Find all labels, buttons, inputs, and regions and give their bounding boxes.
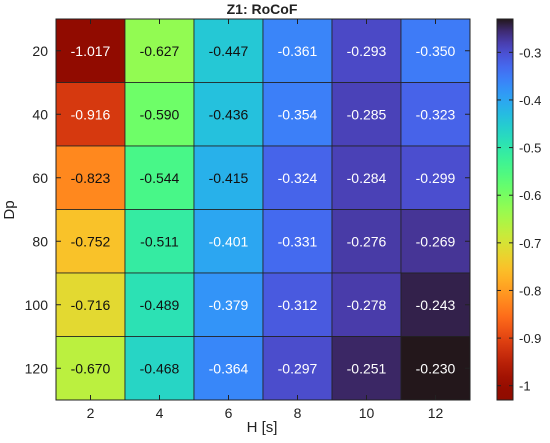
heatmap-cell	[400, 145, 471, 210]
colorbar	[496, 18, 514, 401]
cell-value-label: -0.627	[140, 43, 180, 59]
heatmap-cell	[400, 336, 471, 401]
cell-value-label: -0.752	[71, 233, 111, 249]
y-axis-label: Dp	[1, 200, 18, 219]
chart-title: Z1: RoCoF	[227, 1, 298, 17]
heatmap-cell	[193, 272, 264, 337]
heatmap-cell	[331, 145, 402, 210]
heatmap-cell	[55, 336, 126, 401]
plot-frame	[55, 18, 471, 401]
colorbar-tick-label: -0.6	[519, 188, 541, 203]
heatmap-cell	[55, 145, 126, 210]
cell-value-label: -0.299	[416, 170, 456, 186]
y-tick-label: 120	[25, 360, 49, 376]
heatmap-cell	[331, 336, 402, 401]
colorbar-ticks: -0.3 -0.4 -0.5 -0.6 -0.7 -0.8 -0.9 -1	[497, 45, 541, 394]
cell-value-label: -1.017	[71, 43, 111, 59]
cell-value-label: -0.823	[71, 170, 111, 186]
cell-value-label: -0.269	[416, 233, 456, 249]
colorbar-tick-label: -0.8	[519, 283, 541, 298]
cell-value-label: -0.716	[71, 297, 111, 313]
y-tick-label: 100	[25, 297, 49, 313]
heatmap-cell	[193, 209, 264, 274]
heatmap-cell	[55, 209, 126, 274]
cell-value-label: -0.401	[209, 233, 249, 249]
heatmap-cell	[262, 209, 333, 274]
cell-value-label: -0.489	[140, 297, 180, 313]
colorbar-tick-label: -0.9	[519, 331, 541, 346]
heatmap-cell	[262, 18, 333, 83]
colorbar-tick-label: -1	[519, 379, 531, 394]
cell-value-label: -0.670	[71, 360, 111, 376]
cell-value-label: -0.276	[347, 233, 387, 249]
cell-value-label: -0.278	[347, 297, 387, 313]
x-tick-label: 8	[294, 405, 302, 421]
y-tick-label: 60	[32, 170, 48, 186]
heatmap-cell	[124, 82, 195, 147]
cell-value-label: -0.590	[140, 106, 180, 122]
heatmap-cell	[124, 18, 195, 83]
colorbar-tick-label: -0.5	[519, 141, 541, 156]
cell-value-label: -0.230	[416, 360, 456, 376]
heatmap-cell	[55, 272, 126, 337]
cell-value-label: -0.243	[416, 297, 456, 313]
x-tick-label: 10	[359, 405, 375, 421]
cell-value-label: -0.324	[278, 170, 318, 186]
cell-value-label: -0.285	[347, 106, 387, 122]
heatmap-cell	[400, 82, 471, 147]
cell-value-label: -0.297	[278, 360, 318, 376]
cell-value-label: -0.447	[209, 43, 249, 59]
x-tick-label: 12	[428, 405, 444, 421]
heatmap-cell	[331, 272, 402, 337]
heatmap-cells	[55, 18, 471, 401]
x-tick-label: 6	[225, 405, 233, 421]
cell-value-label: -0.293	[347, 43, 387, 59]
cell-value-label: -0.544	[140, 170, 180, 186]
colorbar-tick-label: -0.4	[519, 93, 541, 108]
cell-value-label: -0.468	[140, 360, 180, 376]
cell-value-label: -0.436	[209, 106, 249, 122]
heatmap-cell	[124, 209, 195, 274]
cell-value-label: -0.364	[209, 360, 249, 376]
cell-value-label: -0.331	[278, 233, 318, 249]
cell-value-label: -0.511	[140, 233, 179, 249]
heatmap-cell	[331, 18, 402, 83]
cell-value-label: -0.251	[347, 360, 387, 376]
heatmap-cell	[55, 18, 126, 83]
cell-value-label: -0.415	[209, 170, 249, 186]
x-tick-label: 4	[156, 405, 164, 421]
colorbar-tick-label: -0.3	[519, 45, 541, 60]
y-tick-label: 80	[32, 233, 48, 249]
heatmap-cell	[262, 272, 333, 337]
cell-value-label: -0.916	[71, 106, 111, 122]
heatmap-cell	[331, 209, 402, 274]
cell-value-label: -0.350	[416, 43, 456, 59]
y-tick-label: 20	[32, 43, 48, 59]
x-axis-label: H [s]	[247, 419, 278, 436]
colorbar-tick-label: -0.7	[519, 236, 541, 251]
cell-value-label: -0.379	[209, 297, 249, 313]
cell-value-label: -0.284	[347, 170, 387, 186]
cell-value-label: -0.354	[278, 106, 318, 122]
cell-value-label: -0.361	[278, 43, 318, 59]
y-axis-ticks: 20 40 60 80 100 120	[25, 43, 470, 376]
heatmap-cell	[400, 18, 471, 83]
heatmap-cell	[262, 145, 333, 210]
heatmap-cell	[262, 82, 333, 147]
x-axis-ticks: 2 4 6 8 10 12	[87, 19, 444, 421]
heatmap-cell-labels: -1.017 -0.627 -0.447 -0.361 -0.293 -0.350 -0.9…	[71, 43, 456, 377]
x-tick-label: 2	[87, 405, 95, 421]
cell-value-label: -0.312	[278, 297, 318, 313]
y-tick-label: 40	[32, 106, 48, 122]
heatmap-cell	[124, 145, 195, 210]
cell-value-label: -0.323	[416, 106, 456, 122]
